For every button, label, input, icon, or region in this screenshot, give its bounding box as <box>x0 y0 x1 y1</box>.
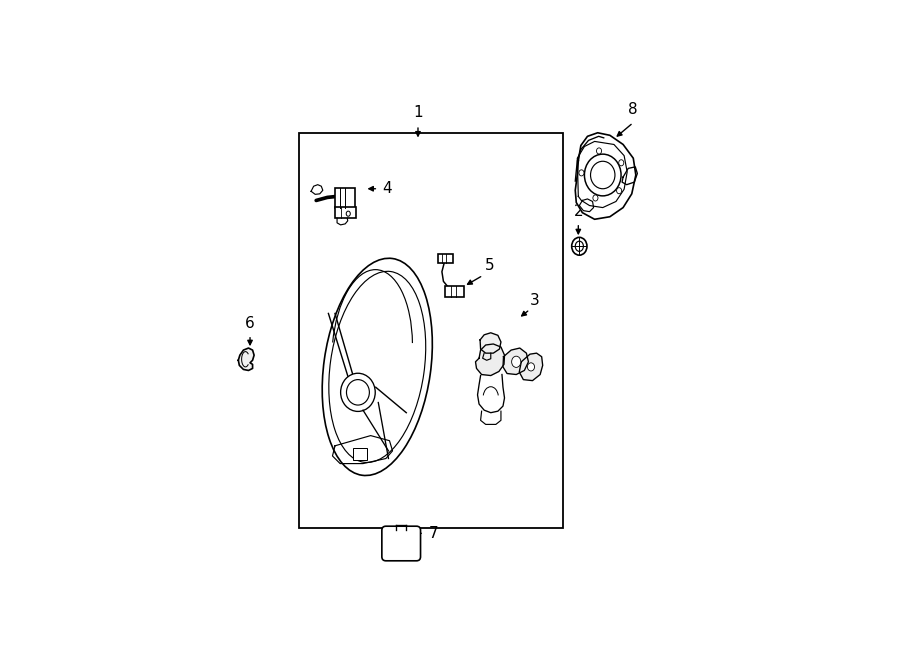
Ellipse shape <box>527 363 535 371</box>
Polygon shape <box>503 348 528 375</box>
Ellipse shape <box>340 373 375 411</box>
Polygon shape <box>475 344 505 375</box>
Ellipse shape <box>597 148 601 154</box>
Ellipse shape <box>346 211 350 216</box>
Text: 6: 6 <box>245 316 255 331</box>
Ellipse shape <box>572 237 587 255</box>
Ellipse shape <box>618 160 624 166</box>
Ellipse shape <box>346 379 369 405</box>
Bar <box>445 286 464 297</box>
Text: 4: 4 <box>382 181 392 196</box>
Polygon shape <box>311 184 323 194</box>
Text: 8: 8 <box>628 102 638 118</box>
Text: 1: 1 <box>413 105 423 120</box>
Ellipse shape <box>584 154 621 196</box>
Polygon shape <box>519 353 543 381</box>
Bar <box>335 188 356 208</box>
Ellipse shape <box>322 258 432 475</box>
Polygon shape <box>238 348 254 370</box>
Ellipse shape <box>590 161 615 189</box>
Bar <box>353 448 367 459</box>
Text: 2: 2 <box>573 204 583 219</box>
FancyBboxPatch shape <box>382 526 420 561</box>
Ellipse shape <box>593 195 598 201</box>
Ellipse shape <box>511 356 521 368</box>
Ellipse shape <box>579 170 584 176</box>
Ellipse shape <box>328 271 426 463</box>
Polygon shape <box>575 133 635 219</box>
Text: 5: 5 <box>484 258 494 272</box>
Bar <box>437 254 453 262</box>
Ellipse shape <box>575 241 583 251</box>
Bar <box>335 206 356 218</box>
Text: 7: 7 <box>428 525 438 541</box>
Polygon shape <box>480 332 501 353</box>
Ellipse shape <box>616 188 622 194</box>
Bar <box>300 133 563 528</box>
Text: 3: 3 <box>530 293 540 308</box>
